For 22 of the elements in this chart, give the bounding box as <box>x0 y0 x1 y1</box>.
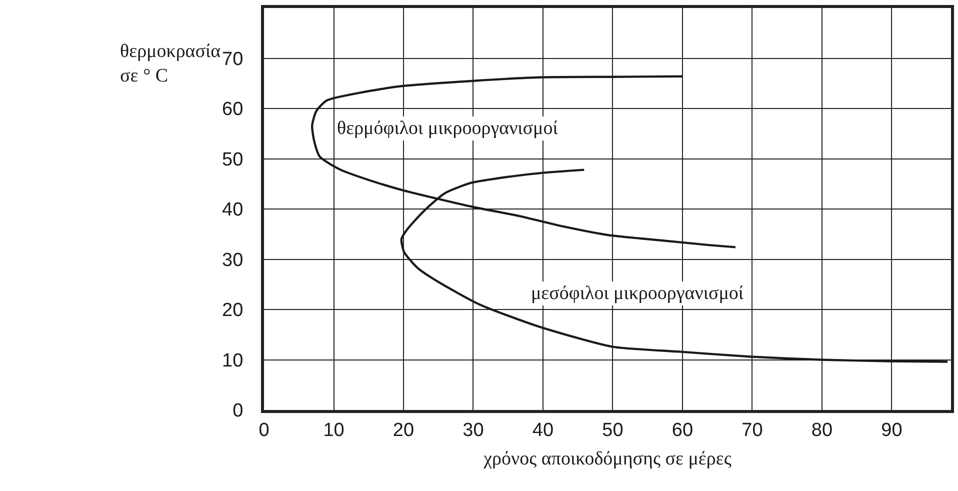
series-label: μεσόφιλοι μικροοργανισμοί <box>531 283 744 304</box>
y-tick-label: 0 <box>232 400 244 422</box>
x-tick-label: 30 <box>462 420 484 441</box>
x-axis-title: χρόνος αποικοδόμησης σε μέρες <box>482 448 732 470</box>
x-tick-label: 10 <box>323 420 344 441</box>
y-tick-label: 70 <box>222 48 244 70</box>
y-tick-label: 10 <box>222 350 244 372</box>
x-tick-label: 70 <box>742 420 763 441</box>
x-tick-label: 80 <box>811 420 833 441</box>
x-tick-label: 50 <box>602 420 624 441</box>
y-tick-label: 50 <box>222 149 244 170</box>
x-tick-label: 90 <box>881 420 902 441</box>
y-tick-label: 60 <box>222 99 244 120</box>
x-tick-label: 60 <box>672 420 694 441</box>
y-tick-label: 30 <box>222 250 244 271</box>
y-axis-title: θερμοκρασία σε ° C <box>120 41 221 87</box>
x-tick-label: 40 <box>532 420 554 441</box>
y-tick-label: 40 <box>222 200 244 221</box>
y-tick-label: 20 <box>222 300 244 322</box>
x-tick-label: 20 <box>392 420 414 441</box>
x-tick-label: 0 <box>258 420 270 441</box>
series-label: θερμόφιλοι μικροοργανισμοί <box>337 118 559 139</box>
